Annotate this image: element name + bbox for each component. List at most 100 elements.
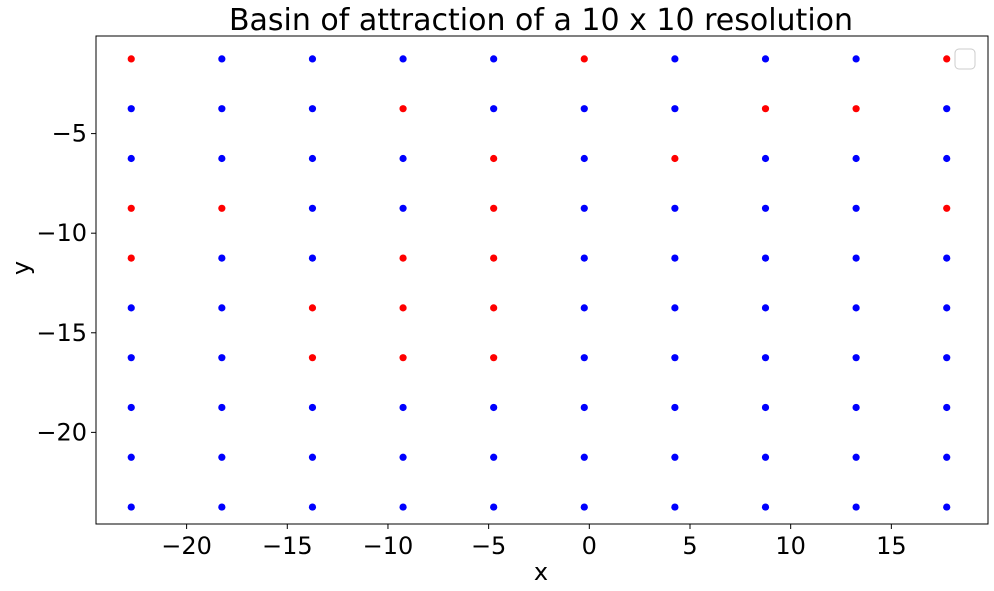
data-point-red [399, 254, 407, 262]
data-point-blue [127, 154, 135, 163]
data-point-blue [943, 354, 951, 362]
data-point-red [490, 354, 498, 362]
data-point-blue [671, 254, 679, 262]
x-tick-label: 0 [582, 532, 597, 560]
chart-title: Basin of attraction of a 10 x 10 resolut… [229, 3, 853, 38]
data-point-red [399, 304, 407, 312]
data-point-blue [218, 55, 226, 63]
data-point-blue [308, 204, 317, 212]
x-axis-ticks: −20 −15 −10 −5 0 5 10 15 [161, 524, 907, 560]
data-point-blue [308, 503, 317, 511]
data-point-blue [943, 105, 951, 113]
data-point-blue [218, 254, 226, 262]
data-point-blue [671, 354, 679, 362]
data-point-blue [580, 403, 588, 412]
data-point-blue [943, 154, 951, 163]
data-point-blue [943, 453, 951, 461]
data-point-blue [218, 304, 226, 312]
data-point-blue [671, 55, 679, 63]
data-point-blue [399, 403, 407, 412]
data-point-blue [399, 55, 407, 63]
data-point-blue [580, 503, 588, 511]
data-point-blue [761, 55, 770, 63]
data-point-blue [490, 403, 498, 412]
data-point-red [943, 55, 951, 63]
data-point-blue [399, 453, 407, 461]
data-point-blue [852, 55, 860, 63]
x-tick-label: 5 [682, 532, 697, 560]
data-point-blue [761, 254, 770, 262]
data-point-blue [852, 254, 860, 262]
data-point-blue [943, 254, 951, 262]
data-point-blue [218, 354, 226, 362]
data-point-blue [761, 403, 770, 412]
data-point-red [490, 154, 498, 163]
data-point-blue [852, 204, 860, 212]
data-point-blue [852, 354, 860, 362]
data-point-blue [580, 204, 588, 212]
data-point-blue [308, 105, 317, 113]
data-point-blue [671, 453, 679, 461]
data-point-red [943, 204, 951, 212]
x-tick-label: −15 [262, 532, 313, 560]
data-point-blue [943, 503, 951, 511]
data-point-red [490, 204, 498, 212]
data-point-red [490, 254, 498, 262]
data-point-blue [852, 503, 860, 511]
y-tick-label: −15 [36, 319, 87, 347]
data-point-blue [127, 105, 135, 113]
x-tick-label: −10 [363, 532, 414, 560]
data-point-blue [671, 204, 679, 212]
data-point-blue [580, 304, 588, 312]
data-points [127, 55, 951, 511]
data-point-red [852, 105, 860, 113]
data-point-blue [761, 304, 770, 312]
data-point-blue [761, 453, 770, 461]
data-point-blue [852, 453, 860, 461]
data-point-red [761, 105, 770, 113]
data-point-red [127, 55, 135, 63]
data-point-blue [761, 354, 770, 362]
data-point-blue [308, 55, 317, 63]
data-point-blue [218, 453, 226, 461]
data-point-blue [761, 204, 770, 212]
data-point-blue [308, 254, 317, 262]
y-axis-ticks: −5 −10 −15 −20 [36, 120, 96, 446]
data-point-red [490, 304, 498, 312]
legend-box [954, 48, 976, 70]
data-point-blue [399, 204, 407, 212]
data-point-blue [490, 453, 498, 461]
data-point-blue [943, 403, 951, 412]
data-point-red [580, 55, 588, 63]
y-tick-label: −10 [36, 219, 87, 247]
data-point-blue [399, 503, 407, 511]
data-point-red [308, 304, 317, 312]
data-point-blue [218, 105, 226, 113]
data-point-blue [218, 154, 226, 163]
data-point-blue [399, 154, 407, 163]
data-point-blue [127, 354, 135, 362]
data-point-blue [490, 503, 498, 511]
data-point-red [127, 254, 135, 262]
data-point-blue [308, 453, 317, 461]
data-point-blue [761, 154, 770, 163]
x-tick-label: −20 [161, 532, 212, 560]
data-point-red [308, 354, 317, 362]
data-point-blue [671, 403, 679, 412]
x-tick-label: 15 [876, 532, 907, 560]
data-point-red [399, 354, 407, 362]
data-point-blue [580, 254, 588, 262]
y-axis-label: y [7, 261, 35, 275]
data-point-blue [218, 403, 226, 412]
data-point-blue [490, 105, 498, 113]
data-point-blue [580, 105, 588, 113]
data-point-blue [127, 503, 135, 511]
data-point-blue [127, 403, 135, 412]
x-axis-label: x [534, 558, 548, 586]
y-tick-label: −20 [36, 418, 87, 446]
data-point-blue [580, 154, 588, 163]
data-point-blue [127, 453, 135, 461]
data-point-blue [490, 55, 498, 63]
y-tick-label: −5 [52, 120, 87, 148]
